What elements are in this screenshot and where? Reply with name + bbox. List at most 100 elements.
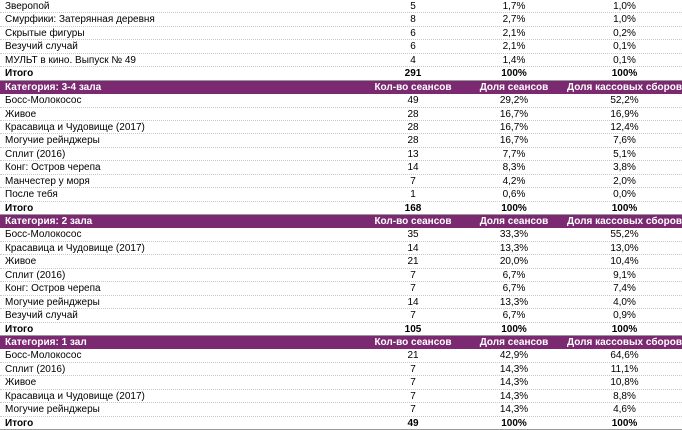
cell: 100%	[611, 323, 638, 335]
cell: Могучие рейнджеры	[5, 135, 100, 147]
cell: 0,6%	[502, 189, 526, 201]
cell: 7	[410, 175, 416, 187]
table-row: Красавица и Чудовище (2017) 14 13,3% 13,0%	[0, 242, 682, 256]
cell: 16,7%	[499, 121, 529, 133]
table-row: Сплит (2016) 7 14,3% 11,1%	[0, 363, 682, 377]
cell: 4,6%	[613, 404, 636, 416]
cell: 49	[407, 95, 419, 107]
cell: 28	[407, 108, 419, 120]
cell: 105	[404, 323, 422, 335]
cell: 100%	[611, 202, 638, 214]
cell: 33,3%	[499, 229, 529, 241]
cell: Смурфики: Затерянная деревня	[5, 14, 155, 26]
cell: Зверопой	[5, 1, 50, 12]
cell: 21	[407, 350, 419, 362]
cell: 6,7%	[502, 310, 526, 322]
cell: 291	[404, 68, 422, 80]
cell: Босс-Молокосос	[5, 229, 82, 241]
table-row: Красавица и Чудовище (2017) 7 14,3% 8,8%	[0, 390, 682, 404]
cell: 13	[407, 148, 419, 160]
cell: 100%	[501, 68, 527, 80]
table-row: После тебя 1 0,6% 0,0%	[0, 188, 682, 202]
table-row: Везучий случай 6 2,1% 0,1%	[0, 40, 682, 54]
cell: 11,1%	[610, 363, 639, 375]
cell: 9,1%	[613, 269, 636, 281]
cell: 14	[407, 242, 419, 254]
cell: 12,4%	[610, 121, 639, 133]
cell: 8,3%	[502, 162, 526, 174]
cell: Конг: Остров черепа	[5, 283, 101, 295]
table-row: Могучие рейнджеры 14 13,3% 4,0%	[0, 296, 682, 310]
cell: 3,8%	[613, 162, 636, 174]
cell: Доля сеансов	[479, 81, 549, 93]
total-row: Итого 291 100% 100%	[0, 67, 682, 81]
cell: Босс-Молокосос	[5, 350, 82, 362]
cell: 14,3%	[499, 390, 529, 402]
cell: Живое	[5, 256, 37, 268]
table-row: Сплит (2016) 7 6,7% 9,1%	[0, 269, 682, 283]
cell: Кол-во сеансов	[374, 336, 452, 348]
cell: Кол-во сеансов	[374, 216, 452, 227]
cell: МУЛЬТ в кино. Выпуск № 49	[5, 54, 136, 66]
cell: 100%	[611, 417, 638, 429]
cell: 7	[410, 269, 416, 281]
cell: 100%	[611, 68, 638, 80]
cell: Красавица и Чудовище (2017)	[5, 390, 145, 402]
cell: Конг: Остров черепа	[5, 162, 101, 174]
cell: Живое	[5, 108, 37, 120]
cell: 5	[410, 1, 416, 12]
cell: 4,0%	[613, 296, 636, 308]
cell: 13,3%	[499, 242, 529, 254]
cell: 13,3%	[499, 296, 529, 308]
table-row: Манчестер у моря 7 4,2% 2,0%	[0, 175, 682, 189]
table-row: Живое 21 20,0% 10,4%	[0, 255, 682, 269]
cell: Босс-Молокосос	[5, 95, 82, 107]
cell: 7	[410, 377, 416, 389]
cell: 1,0%	[613, 1, 636, 12]
cell: 168	[404, 202, 422, 214]
cell: 6	[410, 27, 416, 39]
cell: 1,0%	[613, 14, 636, 26]
section-header: Категория: 2 зала Кол-во сеансов Доля сеан…	[0, 215, 682, 229]
table-row: Живое 7 14,3% 10,8%	[0, 376, 682, 390]
cell: Итого	[5, 323, 34, 335]
cell: 49	[407, 417, 419, 429]
table-row: Босс-Молокосос 49 29,2% 52,2%	[0, 94, 682, 108]
cell: 7,4%	[613, 283, 636, 295]
cell: 29,2%	[499, 95, 529, 107]
cell: 1	[410, 189, 416, 201]
cell: 7	[410, 390, 416, 402]
total-row: Итого 105 100% 100%	[0, 323, 682, 336]
cell: 16,7%	[499, 108, 529, 120]
section-header: Категория: 3-4 зала Кол-во сеансов Доля се…	[0, 80, 682, 95]
cell: 100%	[501, 202, 527, 214]
cell: 52,2%	[610, 95, 639, 107]
cell: Доля сеансов	[479, 216, 549, 227]
total-row: Итого 168 100% 100%	[0, 202, 682, 215]
cell: 28	[407, 121, 419, 133]
cell: Доля кассовых сборов	[567, 336, 682, 348]
cell: Везучий случай	[5, 310, 78, 322]
cell: 42,9%	[499, 350, 529, 362]
cell: 13,0%	[610, 242, 639, 254]
table-row: Могучие рейнджеры 28 16,7% 7,6%	[0, 134, 682, 148]
section-header: Категория: 1 зал Кол-во сеансов Доля сеанс…	[0, 335, 682, 350]
cell: 0,1%	[613, 41, 636, 53]
cell: Везучий случай	[5, 41, 78, 53]
cell: 6,7%	[502, 269, 526, 281]
cell: 0,2%	[613, 27, 636, 39]
table-row: Босс-Молокосос 21 42,9% 64,6%	[0, 349, 682, 363]
cell: Могучие рейнджеры	[5, 296, 100, 308]
cell: Категория: 3-4 зала	[5, 81, 102, 93]
cell: 14	[407, 296, 419, 308]
table-row: Смурфики: Затерянная деревня 8 2,7% 1,0%	[0, 13, 682, 27]
cell: 4,2%	[502, 175, 526, 187]
cell: Скрытые фигуры	[5, 27, 85, 39]
cell: 8	[410, 14, 416, 26]
cell: Могучие рейнджеры	[5, 404, 100, 416]
table-row: Босс-Молокосос 35 33,3% 55,2%	[0, 228, 682, 242]
cell: 16,7%	[499, 135, 529, 147]
table-row: Скрытые фигуры 6 2,1% 0,2%	[0, 27, 682, 41]
cell: 10,4%	[610, 256, 639, 268]
cell: 7	[410, 363, 416, 375]
